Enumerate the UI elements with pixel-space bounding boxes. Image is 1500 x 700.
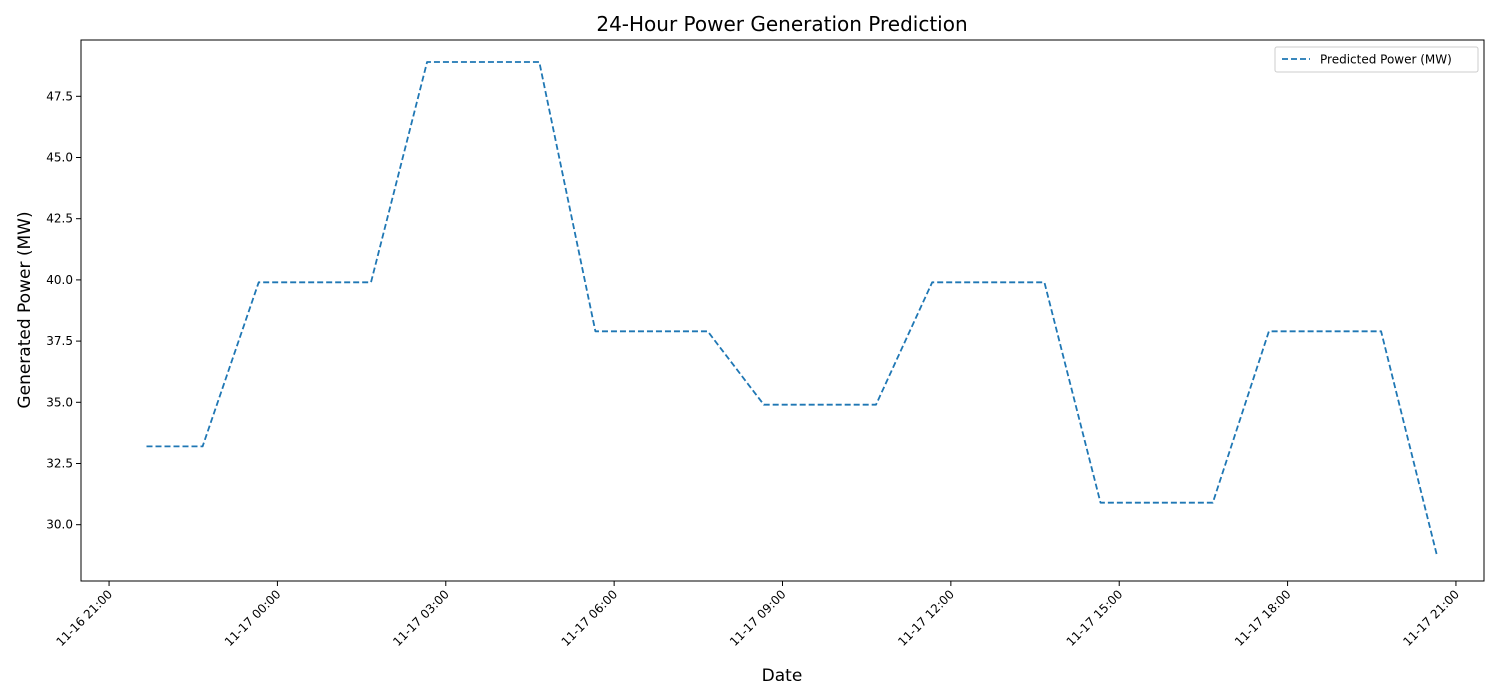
x-axis: 11-16 21:00 11-17 00:00 11-17 03:00 11-17 0… (53, 581, 1462, 649)
chart-title: 24-Hour Power Generation Prediction (596, 12, 967, 36)
legend-box (1274, 46, 1479, 73)
x-tick-label: 11-17 09:00 (727, 587, 789, 649)
plot-area (80, 39, 1485, 582)
y-axis-title: Generated Power (MW) (15, 211, 35, 408)
x-tick-label: 11-17 00:00 (222, 587, 284, 649)
x-tick-label: 11-16 21:00 (53, 587, 115, 649)
y-tick-label: 47.5 (46, 89, 73, 103)
y-tick-label: 37.5 (46, 334, 73, 348)
y-tick-label: 42.5 (46, 212, 73, 226)
x-tick-label: 11-17 15:00 (1064, 587, 1126, 649)
y-tick-label: 32.5 (46, 456, 73, 470)
x-tick-label: 11-17 21:00 (1400, 587, 1462, 649)
x-tick-label: 11-17 06:00 (559, 587, 621, 649)
y-tick-label: 30.0 (46, 518, 73, 532)
x-tick-label: 11-17 18:00 (1232, 587, 1294, 649)
y-tick-label: 40.0 (46, 273, 73, 287)
plot-frame (80, 39, 1485, 582)
x-tick-label: 11-17 03:00 (390, 587, 452, 649)
series-layer (146, 61, 1439, 557)
y-tick-label: 35.0 (46, 395, 73, 409)
x-axis-title: Date (762, 666, 803, 686)
y-tick-label: 45.0 (46, 151, 73, 165)
series-line-predicted-power (146, 61, 1439, 557)
legend-entry-predicted-power: Predicted Power (MW) (1320, 53, 1452, 67)
legend: Predicted Power (MW) (1274, 46, 1479, 73)
y-axis: 30.0 32.5 35.0 37.5 40.0 42.5 45.0 47.5 (46, 89, 81, 532)
x-tick-label: 11-17 12:00 (895, 587, 957, 649)
